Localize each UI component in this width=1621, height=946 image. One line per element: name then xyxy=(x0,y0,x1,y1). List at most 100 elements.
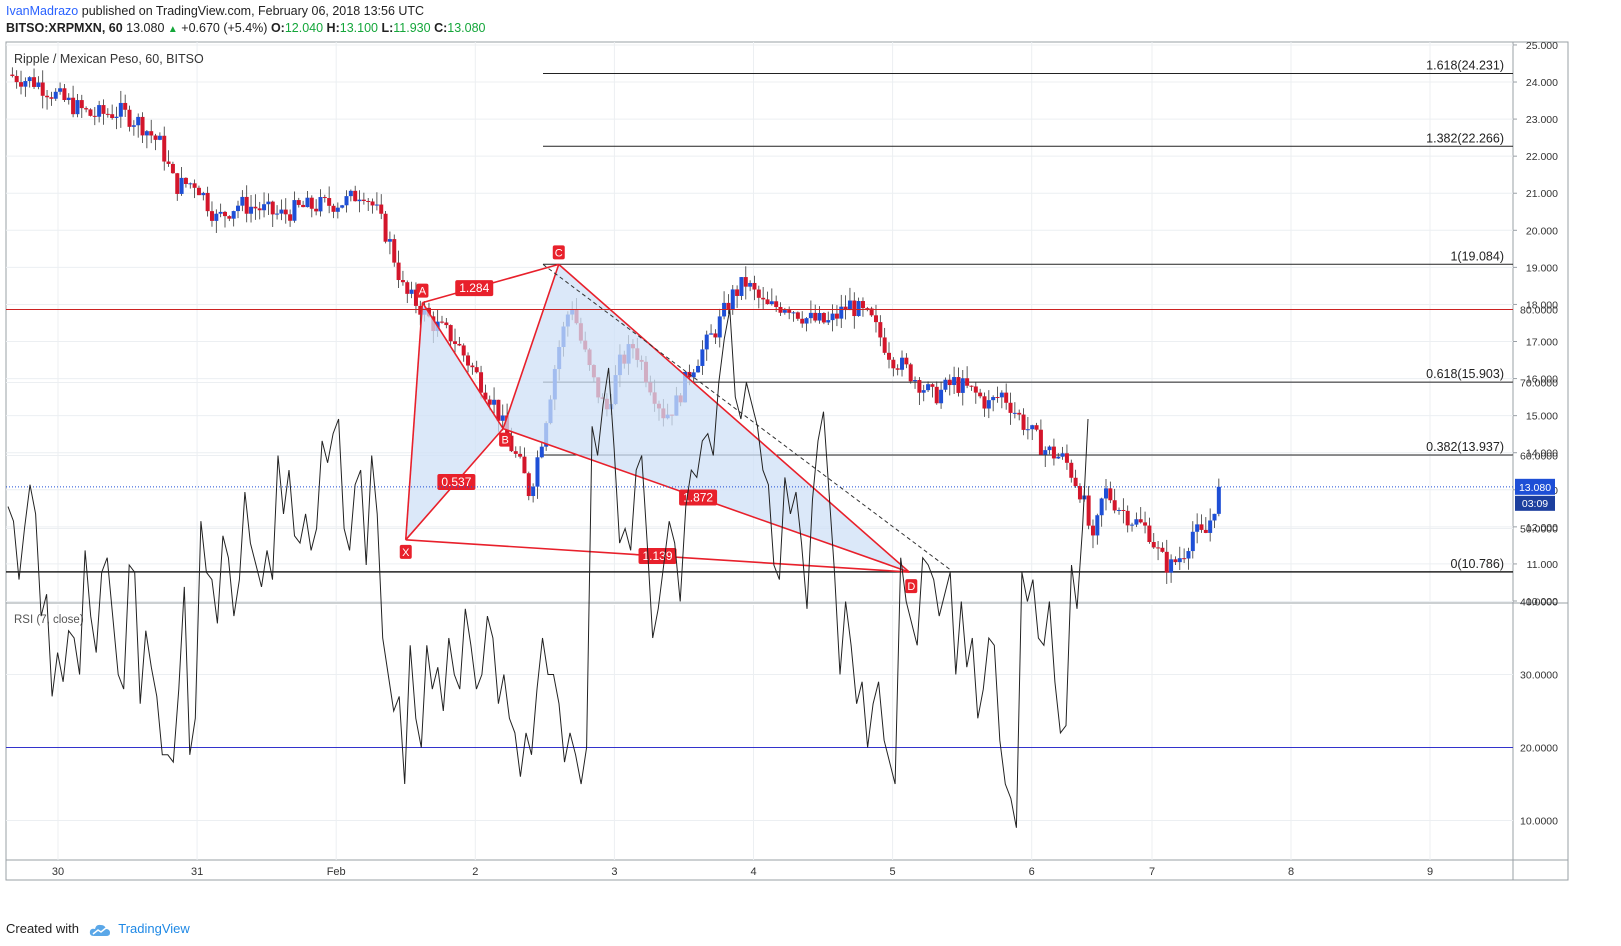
time-tick-label: 6 xyxy=(1029,866,1035,878)
candle-up xyxy=(952,377,957,386)
publish-text: published on TradingView.com, February 0… xyxy=(81,4,425,18)
candle-up xyxy=(1186,551,1191,559)
candle-down xyxy=(865,308,870,310)
candle-down xyxy=(800,318,805,324)
time-tick-label: 2 xyxy=(472,866,478,878)
author-link[interactable]: IvanMadrazo xyxy=(6,4,79,18)
symbol-name: BITSO:XRPMXN, 60 xyxy=(6,21,123,35)
candle-up xyxy=(1177,558,1182,563)
candle-down xyxy=(205,192,210,212)
price-tick-label: 18.000 xyxy=(1526,299,1558,311)
last-price: 13.080 xyxy=(126,21,165,35)
candle-down xyxy=(439,321,444,323)
candle-down xyxy=(965,378,970,386)
candle-up xyxy=(986,400,991,409)
candle-down xyxy=(752,282,757,290)
tradingview-brand[interactable]: TradingView xyxy=(118,921,190,936)
candle-down xyxy=(1051,446,1056,459)
candle-up xyxy=(492,399,497,405)
candle-up xyxy=(58,88,63,92)
candle-up xyxy=(279,209,284,214)
up-arrow-icon: ▲ xyxy=(167,24,178,35)
candle-up xyxy=(808,312,813,319)
candle-up xyxy=(839,306,844,319)
cloud-icon xyxy=(89,924,110,936)
candle-up xyxy=(97,105,102,117)
pattern-point-label: A xyxy=(419,286,427,298)
pattern-point-box xyxy=(499,432,512,447)
candle-up xyxy=(1216,486,1221,514)
open-value: 12.040 xyxy=(284,21,324,35)
candle-down xyxy=(170,163,175,174)
candle-down xyxy=(474,367,479,373)
candle-down xyxy=(878,322,883,338)
candle-up xyxy=(1095,515,1100,536)
candle-up xyxy=(409,289,414,294)
candle-up xyxy=(500,415,505,421)
candle-down xyxy=(756,289,761,298)
candle-down xyxy=(1064,453,1069,463)
time-tick-label: 9 xyxy=(1427,866,1433,878)
candle-down xyxy=(904,357,909,365)
pattern-leg xyxy=(421,302,504,430)
candle-down xyxy=(88,109,93,116)
candle-down xyxy=(466,355,471,366)
pattern-leg xyxy=(502,264,560,429)
candle-up xyxy=(231,211,236,219)
candle-down xyxy=(353,190,358,202)
candle-up xyxy=(1043,450,1048,455)
candle-down xyxy=(1173,559,1178,563)
time-tick-label: 31 xyxy=(191,866,203,878)
candle-up xyxy=(157,135,162,140)
candle-down xyxy=(995,397,1000,399)
candle-down xyxy=(813,312,818,321)
pattern-fill-bcd xyxy=(503,264,910,573)
candle-down xyxy=(32,77,37,87)
candle-down xyxy=(1143,522,1148,526)
chart-frame xyxy=(5,41,1569,881)
candle-down xyxy=(366,200,371,202)
candle-down xyxy=(110,114,115,118)
candle-up xyxy=(214,213,219,221)
candle-down xyxy=(930,384,935,387)
candle-up xyxy=(1169,559,1174,573)
candle-down xyxy=(743,277,748,287)
candle-up xyxy=(1195,524,1200,532)
candle-down xyxy=(852,300,857,317)
price-tick-label: 21.000 xyxy=(1526,188,1558,200)
candle-down xyxy=(479,372,484,393)
candle-down xyxy=(969,385,974,387)
last-price-badge xyxy=(1515,478,1555,495)
candle-down xyxy=(192,183,197,188)
candle-down xyxy=(934,386,939,404)
candle-up xyxy=(1208,520,1213,533)
candle-up xyxy=(700,349,705,366)
candle-down xyxy=(787,310,792,313)
candle-down xyxy=(1147,525,1152,543)
pattern-ratio-box xyxy=(455,280,494,297)
candle-up xyxy=(236,205,241,212)
candle-down xyxy=(869,308,874,316)
fib-level-label: 1(19.084) xyxy=(1450,249,1504,263)
candle-down xyxy=(162,135,167,162)
candle-up xyxy=(53,91,58,99)
candle-up xyxy=(717,316,722,338)
candle-up xyxy=(826,320,831,323)
price-tick-label: 25.000 xyxy=(1526,40,1558,52)
high-value: 13.100 xyxy=(339,21,378,35)
time-tick-label: 4 xyxy=(750,866,756,878)
candle-down xyxy=(513,451,518,454)
candle-down xyxy=(153,135,158,140)
candle-up xyxy=(782,310,787,313)
candle-up xyxy=(531,486,536,497)
candle-down xyxy=(496,399,501,421)
candle-down xyxy=(123,102,128,110)
pattern-point-label: X xyxy=(402,547,410,559)
low-value: 11.930 xyxy=(393,21,431,35)
countdown-badge xyxy=(1515,495,1555,511)
price-tick-label: 23.000 xyxy=(1526,114,1558,126)
candle-down xyxy=(19,82,24,87)
candle-down xyxy=(392,239,397,263)
candle-up xyxy=(960,378,965,393)
